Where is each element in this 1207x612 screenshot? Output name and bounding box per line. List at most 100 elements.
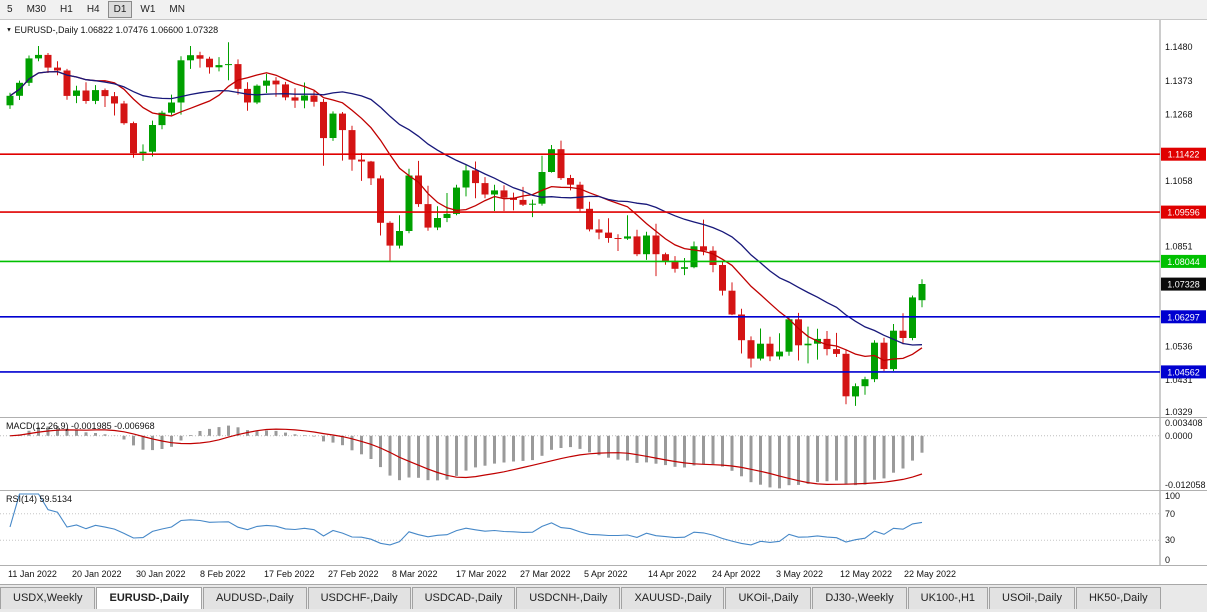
timeframe-button-5[interactable]: 5 xyxy=(1,1,19,18)
candle-body xyxy=(92,90,99,101)
candle-body xyxy=(823,338,831,350)
macd-axis-tick: 0.0000 xyxy=(1165,431,1193,441)
candle-body xyxy=(662,254,669,261)
rsi-axis-tick: 30 xyxy=(1165,535,1175,545)
macd-panel-title: MACD(12,26,9) -0.001985 -0.006968 xyxy=(6,421,155,431)
chart-tab-usdcad-daily[interactable]: USDCAD-,Daily xyxy=(411,587,516,609)
macd-panel[interactable]: MACD(12,26,9) -0.001985 -0.006968 0.0034… xyxy=(0,417,1207,490)
candle-body xyxy=(215,65,223,68)
chart-tab-eurusd-daily[interactable]: EURUSD-,Daily xyxy=(96,587,202,609)
rsi-axis-tick: 0 xyxy=(1165,555,1170,565)
candle-body xyxy=(633,236,641,255)
candle-body xyxy=(348,130,356,160)
svg-text:1.07328: 1.07328 xyxy=(1167,280,1200,290)
rsi-panel[interactable]: RSI(14) 59.5134 100 70 30 0 xyxy=(0,490,1207,565)
candle-body xyxy=(861,379,869,387)
candle-body xyxy=(738,314,745,341)
time-axis-label: 11 Jan 2022 xyxy=(8,569,57,579)
candle-body xyxy=(529,203,536,205)
chart-tab-hk50-daily[interactable]: HK50-,Daily xyxy=(1075,587,1161,609)
timeframe-button-h1[interactable]: H1 xyxy=(54,1,79,18)
candle-body xyxy=(605,232,612,238)
macd-values: -0.001985 -0.006968 xyxy=(71,421,155,431)
candle-body xyxy=(386,222,394,246)
chart-tab-usoil-daily[interactable]: USOil-,Daily xyxy=(989,587,1075,609)
candle-body xyxy=(614,238,622,239)
candle-body xyxy=(747,340,755,359)
candle-body xyxy=(880,342,888,369)
candle-body xyxy=(871,342,878,380)
candle-body xyxy=(73,90,80,96)
svg-text:1.09596: 1.09596 xyxy=(1167,208,1200,218)
macd-signal-line xyxy=(9,428,923,486)
rsi-line xyxy=(9,493,923,546)
candle-body xyxy=(681,267,688,269)
chart-tab-xauusd-daily[interactable]: XAUUSD-,Daily xyxy=(621,587,725,609)
candle-body xyxy=(168,102,175,113)
price-axis-tick: 1.0431 xyxy=(1165,375,1193,385)
chart-title: ▼ EURUSD-,Daily 1.06822 1.07476 1.06600 … xyxy=(6,25,218,35)
candle-body xyxy=(842,353,850,397)
time-axis-label: 24 Apr 2022 xyxy=(712,569,761,579)
price-axis-badge: 1.09596 xyxy=(1161,205,1206,219)
price-chart-panel[interactable]: ▼ EURUSD-,Daily 1.06822 1.07476 1.06600 … xyxy=(0,20,1207,417)
svg-text:1.11422: 1.11422 xyxy=(1168,150,1200,160)
candle-body xyxy=(320,101,327,139)
macd-axis-tick: -0.012058 xyxy=(1165,480,1206,490)
candle-body xyxy=(500,190,508,198)
candle-body xyxy=(367,161,375,179)
candle-body xyxy=(491,190,498,195)
rsi-panel-title: RSI(14) 59.5134 xyxy=(6,494,72,504)
chart-tab-dj30-weekly[interactable]: DJ30-,Weekly xyxy=(812,587,907,609)
candle-body xyxy=(25,58,33,83)
chart-tab-audusd-daily[interactable]: AUDUSD-,Daily xyxy=(202,587,307,609)
macd-canvas[interactable]: 0.003408 0.0000 -0.012058 xyxy=(0,418,1207,490)
candle-body xyxy=(728,290,736,315)
candle-body xyxy=(557,149,565,179)
candle-body xyxy=(405,175,413,231)
candle-body xyxy=(244,88,251,103)
candle-body xyxy=(624,236,631,239)
candle-body xyxy=(377,178,384,223)
price-axis-badge: 1.06297 xyxy=(1161,310,1206,324)
candle-body xyxy=(890,330,897,370)
timeframe-button-d1[interactable]: D1 xyxy=(107,1,133,18)
price-axis-tick: 1.1373 xyxy=(1165,76,1193,86)
chart-tab-uk100-h1[interactable]: UK100-,H1 xyxy=(907,587,989,609)
timeframe-button-w1[interactable]: W1 xyxy=(134,1,161,18)
candle-body xyxy=(424,204,432,228)
rsi-axis-tick: 70 xyxy=(1165,509,1175,519)
timeframe-toolbar: 5 M30 H1 H4 D1 W1 MN xyxy=(0,0,1207,20)
svg-text:1.04562: 1.04562 xyxy=(1167,367,1200,377)
candle-body xyxy=(339,113,346,131)
candle-body xyxy=(120,103,128,124)
time-axis[interactable]: 11 Jan 2022 20 Jan 2022 30 Jan 2022 8 Feb 2… xyxy=(0,565,1207,584)
candle-body xyxy=(310,95,318,102)
timeframe-button-h4[interactable]: H4 xyxy=(81,1,106,18)
time-axis-label: 5 Apr 2022 xyxy=(584,569,628,579)
price-axis-tick: 1.0329 xyxy=(1165,407,1193,417)
chart-tab-usdx-weekly[interactable]: USDX,Weekly xyxy=(0,587,96,609)
chart-tab-ukoil-daily[interactable]: UKOil-,Daily xyxy=(725,587,812,609)
chart-tabs-bar: USDX,Weekly EURUSD-,Daily AUDUSD-,Daily USD… xyxy=(0,584,1207,612)
chart-tab-usdchf-daily[interactable]: USDCHF-,Daily xyxy=(307,587,411,609)
moving-average-line xyxy=(9,71,923,346)
candle-body xyxy=(82,90,90,101)
candle-body xyxy=(443,213,451,218)
chart-tab-usdcnh-daily[interactable]: USDCNH-,Daily xyxy=(516,587,621,609)
candle-body xyxy=(567,178,574,185)
candle-body xyxy=(462,170,470,188)
candle-body xyxy=(396,231,403,246)
chart-symbol-label: EURUSD-,Daily xyxy=(14,25,78,35)
rsi-canvas[interactable]: 100 70 30 0 xyxy=(0,491,1207,565)
rsi-axis-tick: 100 xyxy=(1165,491,1180,501)
price-axis-tick: 1.0851 xyxy=(1165,242,1193,252)
candlestick-chart-canvas[interactable]: 1.1480 1.1373 1.1268 1.1058 1.0851 1.0536 1.04… xyxy=(0,20,1207,417)
candle-body xyxy=(63,70,71,96)
candle-body xyxy=(899,330,907,338)
candle-body xyxy=(785,319,793,352)
price-axis-badge: 1.08044 xyxy=(1161,254,1206,268)
timeframe-button-m30[interactable]: M30 xyxy=(21,1,52,18)
timeframe-button-mn[interactable]: MN xyxy=(163,1,191,18)
